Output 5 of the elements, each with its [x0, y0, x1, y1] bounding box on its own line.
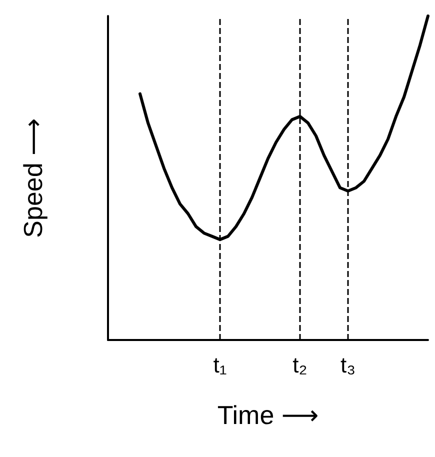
y-axis-title: Speed ⟶ — [18, 118, 48, 238]
x-tick-label: t₁ — [213, 352, 227, 378]
x-tick-label: t₂ — [292, 352, 308, 378]
x-axis-title: Time ⟶ — [217, 400, 319, 430]
x-tick-label: t₃ — [340, 352, 356, 378]
